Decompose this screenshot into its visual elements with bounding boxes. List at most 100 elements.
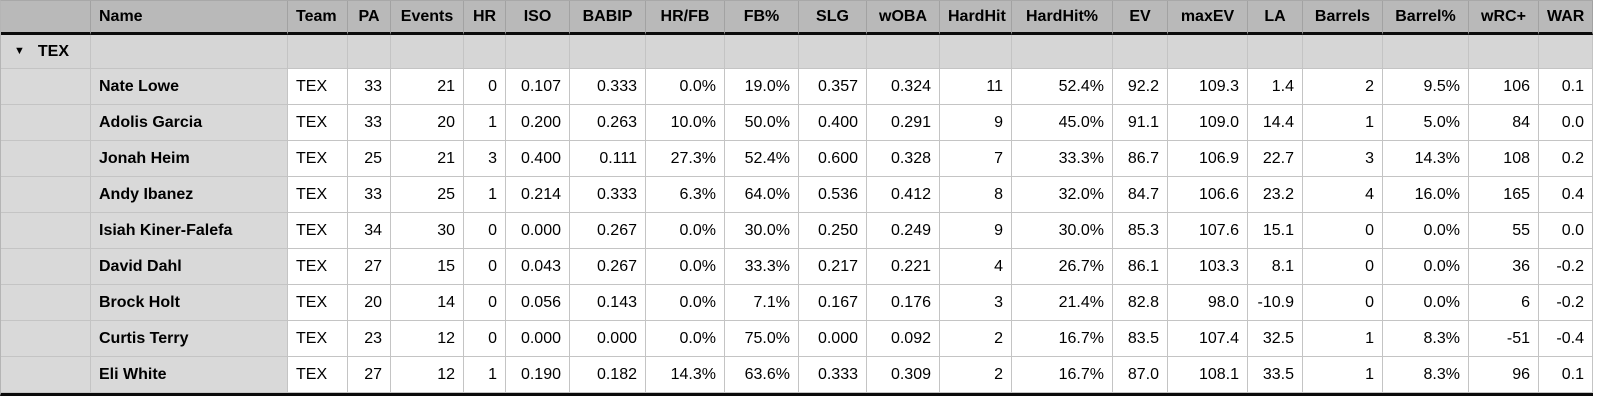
cell-events[interactable]: 15 [391,249,464,285]
cell-slg[interactable]: 0.167 [799,285,867,321]
cell-babip[interactable]: 0.111 [570,141,646,177]
cell-la[interactable]: 15.1 [1248,213,1303,249]
group-row-empty-cell[interactable] [348,35,391,69]
cell-hrfb[interactable]: 6.3% [646,177,725,213]
cell-woba[interactable]: 0.291 [867,105,940,141]
cell-wrcplus[interactable]: 84 [1469,105,1539,141]
cell-slg[interactable]: 0.000 [799,321,867,357]
cell-war[interactable]: 0.2 [1539,141,1593,177]
cell-ev[interactable]: 91.1 [1113,105,1168,141]
group-row-empty-cell[interactable] [940,35,1012,69]
column-header-barrels[interactable]: Barrels [1303,1,1383,35]
cell-hardhit[interactable]: 9 [940,105,1012,141]
cell-iso[interactable]: 0.056 [506,285,570,321]
group-row-empty-cell[interactable] [506,35,570,69]
cell-name[interactable]: Jonah Heim [91,141,288,177]
cell-babip[interactable]: 0.333 [570,177,646,213]
cell-hr[interactable]: 0 [464,321,506,357]
cell-hrfb[interactable]: 0.0% [646,321,725,357]
cell-wrcplus[interactable]: 6 [1469,285,1539,321]
cell-babip[interactable]: 0.333 [570,69,646,105]
cell-ev[interactable]: 87.0 [1113,357,1168,393]
group-header-cell[interactable]: ▼ TEX [1,35,91,69]
cell-woba[interactable]: 0.249 [867,213,940,249]
column-header-iso[interactable]: ISO [506,1,570,35]
cell-events[interactable]: 14 [391,285,464,321]
cell-name[interactable]: Brock Holt [91,285,288,321]
cell-pa[interactable]: 25 [348,141,391,177]
cell-maxev[interactable]: 109.0 [1168,105,1248,141]
cell-barrels[interactable]: 1 [1303,321,1383,357]
cell-fbpct[interactable]: 52.4% [725,141,799,177]
cell-hardhitpct[interactable]: 32.0% [1012,177,1113,213]
cell-ev[interactable]: 86.7 [1113,141,1168,177]
cell-ev[interactable]: 82.8 [1113,285,1168,321]
column-header-barrelpct[interactable]: Barrel% [1383,1,1469,35]
cell-hardhit[interactable]: 7 [940,141,1012,177]
column-header-name[interactable]: Name [91,1,288,35]
cell-war[interactable]: -0.2 [1539,249,1593,285]
cell-hardhitpct[interactable]: 33.3% [1012,141,1113,177]
cell-iso[interactable]: 0.214 [506,177,570,213]
cell-hardhit[interactable]: 8 [940,177,1012,213]
cell-ev[interactable]: 83.5 [1113,321,1168,357]
cell-maxev[interactable]: 106.6 [1168,177,1248,213]
cell-fbpct[interactable]: 30.0% [725,213,799,249]
cell-barrelpct[interactable]: 8.3% [1383,321,1469,357]
cell-hardhitpct[interactable]: 16.7% [1012,321,1113,357]
cell-barrelpct[interactable]: 9.5% [1383,69,1469,105]
group-row-empty-cell[interactable] [1539,35,1593,69]
cell-la[interactable]: 1.4 [1248,69,1303,105]
cell-hrfb[interactable]: 10.0% [646,105,725,141]
cell-slg[interactable]: 0.357 [799,69,867,105]
cell-hr[interactable]: 3 [464,141,506,177]
cell-la[interactable]: -10.9 [1248,285,1303,321]
cell-barrelpct[interactable]: 16.0% [1383,177,1469,213]
cell-ev[interactable]: 85.3 [1113,213,1168,249]
cell-maxev[interactable]: 98.0 [1168,285,1248,321]
column-header-hardhit[interactable]: HardHit [940,1,1012,35]
cell-la[interactable]: 32.5 [1248,321,1303,357]
cell-hardhitpct[interactable]: 16.7% [1012,357,1113,393]
cell-la[interactable]: 23.2 [1248,177,1303,213]
cell-maxev[interactable]: 109.3 [1168,69,1248,105]
cell-woba[interactable]: 0.324 [867,69,940,105]
cell-wrcplus[interactable]: -51 [1469,321,1539,357]
cell-babip[interactable]: 0.263 [570,105,646,141]
cell-name[interactable]: Nate Lowe [91,69,288,105]
cell-babip[interactable]: 0.267 [570,213,646,249]
cell-wrcplus[interactable]: 96 [1469,357,1539,393]
cell-fbpct[interactable]: 64.0% [725,177,799,213]
group-row-empty-cell[interactable] [1248,35,1303,69]
group-row-empty-cell[interactable] [646,35,725,69]
group-row-empty-cell[interactable] [288,35,348,69]
cell-name[interactable]: Andy Ibanez [91,177,288,213]
cell-name[interactable]: Curtis Terry [91,321,288,357]
cell-babip[interactable]: 0.143 [570,285,646,321]
column-header-gutter[interactable] [1,1,91,35]
cell-barrelpct[interactable]: 5.0% [1383,105,1469,141]
row-gutter-cell[interactable] [1,285,91,321]
cell-pa[interactable]: 20 [348,285,391,321]
cell-team[interactable]: TEX [288,285,348,321]
column-header-war[interactable]: WAR [1539,1,1593,35]
cell-hardhit[interactable]: 9 [940,213,1012,249]
cell-war[interactable]: -0.2 [1539,285,1593,321]
cell-iso[interactable]: 0.000 [506,321,570,357]
cell-pa[interactable]: 33 [348,105,391,141]
column-header-woba[interactable]: wOBA [867,1,940,35]
cell-pa[interactable]: 34 [348,213,391,249]
cell-wrcplus[interactable]: 165 [1469,177,1539,213]
cell-woba[interactable]: 0.309 [867,357,940,393]
cell-barrels[interactable]: 0 [1303,213,1383,249]
cell-hrfb[interactable]: 0.0% [646,213,725,249]
cell-name[interactable]: Adolis Garcia [91,105,288,141]
column-header-ev[interactable]: EV [1113,1,1168,35]
cell-hardhitpct[interactable]: 45.0% [1012,105,1113,141]
cell-team[interactable]: TEX [288,141,348,177]
cell-hardhit[interactable]: 11 [940,69,1012,105]
cell-babip[interactable]: 0.182 [570,357,646,393]
cell-slg[interactable]: 0.536 [799,177,867,213]
cell-barrelpct[interactable]: 0.0% [1383,249,1469,285]
cell-hrfb[interactable]: 27.3% [646,141,725,177]
